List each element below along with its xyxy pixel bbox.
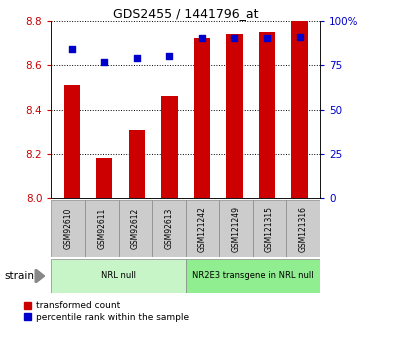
Bar — [64, 85, 80, 198]
Text: GSM121316: GSM121316 — [299, 206, 308, 252]
Bar — [286, 200, 320, 257]
Point — [69, 46, 75, 52]
Point — [199, 36, 205, 41]
Bar — [219, 200, 253, 257]
Bar — [186, 200, 219, 257]
Bar — [51, 259, 186, 293]
Bar — [152, 200, 186, 257]
Bar — [85, 200, 118, 257]
Text: GSM121315: GSM121315 — [265, 206, 274, 252]
Text: NR2E3 transgene in NRL null: NR2E3 transgene in NRL null — [192, 272, 314, 280]
Bar — [129, 129, 145, 198]
Bar — [118, 200, 152, 257]
Point — [166, 53, 173, 59]
Text: GSM121242: GSM121242 — [198, 206, 207, 252]
Bar — [186, 259, 320, 293]
Bar — [292, 21, 308, 198]
Point — [296, 34, 303, 39]
Text: strain: strain — [4, 271, 34, 281]
Bar — [51, 200, 85, 257]
Text: GSM92610: GSM92610 — [64, 208, 73, 249]
Bar — [161, 96, 177, 198]
FancyArrow shape — [35, 270, 45, 282]
Bar — [253, 200, 286, 257]
Point — [264, 36, 270, 41]
Legend: transformed count, percentile rank within the sample: transformed count, percentile rank withi… — [24, 301, 189, 322]
Text: GSM121249: GSM121249 — [231, 206, 241, 252]
Point — [134, 55, 140, 61]
Point — [101, 59, 107, 64]
Text: GSM92611: GSM92611 — [97, 208, 106, 249]
Text: GSM92613: GSM92613 — [164, 208, 173, 249]
Bar — [226, 34, 243, 198]
Text: GSM92612: GSM92612 — [131, 208, 140, 249]
Bar — [259, 32, 275, 198]
Text: NRL null: NRL null — [101, 272, 136, 280]
Bar — [194, 39, 210, 198]
Title: GDS2455 / 1441796_at: GDS2455 / 1441796_at — [113, 7, 258, 20]
Point — [231, 36, 238, 41]
Bar — [96, 158, 113, 198]
